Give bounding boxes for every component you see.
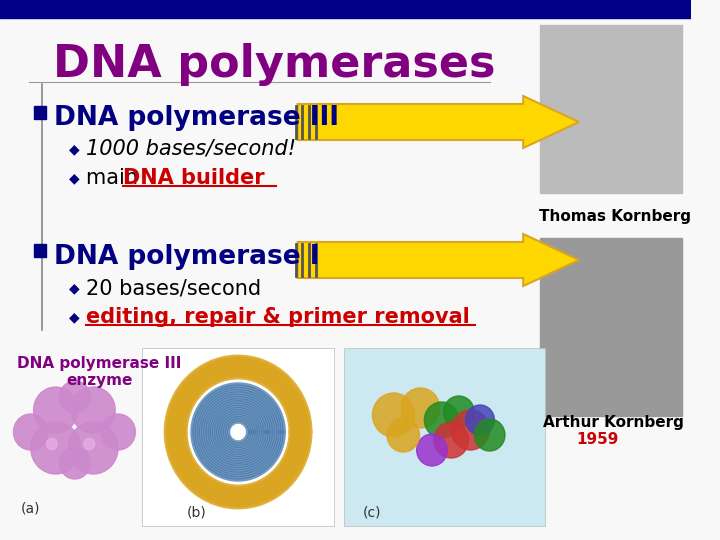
Text: DNA builder: DNA builder (123, 168, 264, 188)
Text: (a): (a) (21, 501, 40, 515)
Circle shape (31, 422, 81, 474)
Circle shape (466, 405, 495, 435)
Circle shape (444, 396, 474, 428)
Text: 20 bases/second: 20 bases/second (86, 278, 261, 298)
Circle shape (14, 414, 48, 450)
Text: (c): (c) (363, 505, 382, 519)
Bar (343, 348, 545, 526)
Text: Arthur Kornberg: Arthur Kornberg (544, 415, 684, 429)
Circle shape (60, 447, 90, 479)
Circle shape (60, 381, 90, 413)
Circle shape (417, 434, 447, 466)
Text: DNA polymerase III: DNA polymerase III (54, 105, 339, 131)
Text: editing, repair & primer removal: editing, repair & primer removal (86, 307, 470, 327)
FancyArrow shape (297, 96, 579, 148)
Bar (34, 106, 46, 119)
Circle shape (47, 438, 57, 450)
Circle shape (424, 402, 459, 438)
Bar (539, 25, 682, 193)
Circle shape (387, 418, 420, 452)
Text: 1000 bases/second!: 1000 bases/second! (86, 139, 297, 159)
FancyArrow shape (297, 234, 579, 286)
Bar (142, 348, 334, 526)
Circle shape (474, 419, 505, 451)
Circle shape (34, 387, 78, 433)
Circle shape (401, 388, 440, 428)
Text: ◆: ◆ (69, 142, 80, 156)
Circle shape (451, 410, 490, 450)
Circle shape (101, 414, 135, 450)
Text: main: main (86, 168, 145, 188)
Circle shape (434, 422, 469, 458)
Text: ◆: ◆ (69, 171, 80, 185)
Text: 1959: 1959 (576, 433, 618, 448)
Text: ◆: ◆ (69, 310, 80, 324)
Circle shape (84, 438, 94, 450)
Circle shape (68, 422, 118, 474)
Bar (0, 0, 691, 18)
Bar (34, 244, 46, 257)
Text: ◆: ◆ (69, 281, 80, 295)
Text: (b): (b) (187, 505, 207, 519)
Circle shape (372, 393, 415, 437)
Text: Thomas Kornberg: Thomas Kornberg (539, 210, 690, 225)
Circle shape (71, 387, 115, 433)
Bar (539, 238, 682, 416)
Text: DNA polymerase III
enzyme: DNA polymerase III enzyme (17, 356, 181, 388)
Text: DNA polymerases: DNA polymerases (53, 44, 495, 86)
Text: DNA polymerase I: DNA polymerase I (54, 244, 319, 270)
